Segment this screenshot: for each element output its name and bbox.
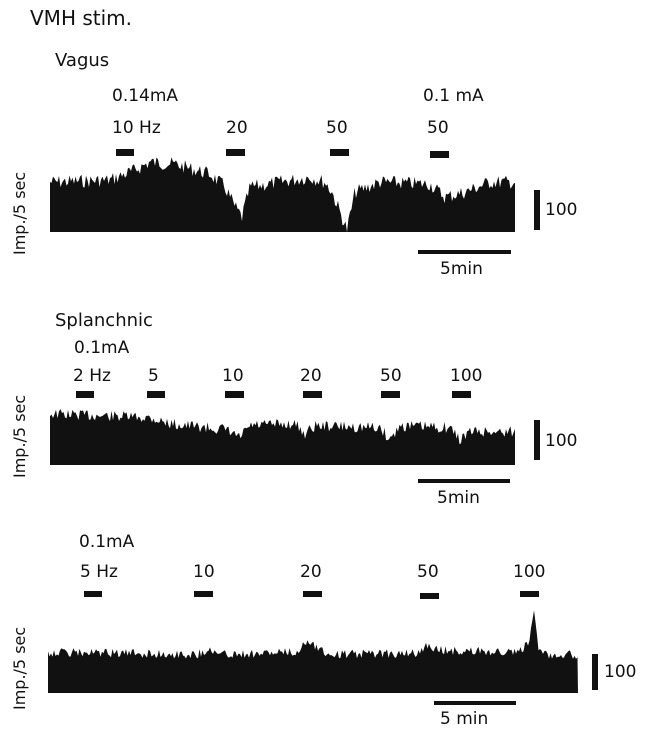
section-label-vagus: Vagus	[55, 50, 110, 71]
current-label: 0.1mA	[74, 338, 130, 358]
y-scale-label: 100	[604, 662, 637, 682]
current-label: 0.14mA	[112, 86, 179, 106]
stim-label: 10 Hz	[112, 118, 161, 138]
nerve-activity-trace	[50, 409, 515, 465]
current-label: 0.1mA	[79, 532, 135, 552]
y-scale-bar	[592, 654, 598, 690]
stim-bar	[303, 391, 322, 398]
stim-label: 10	[193, 562, 215, 582]
time-scale-label: 5min	[440, 259, 483, 279]
stim-label: 20	[226, 118, 248, 138]
stim-bar	[76, 391, 94, 398]
stim-bar	[194, 591, 213, 597]
stim-label: 2 Hz	[73, 366, 111, 386]
stim-label: 5	[148, 366, 159, 386]
stim-label: 20	[300, 366, 322, 386]
stim-label: 10	[222, 366, 244, 386]
y-axis-label: Imp./5 sec	[10, 626, 29, 710]
stim-bar	[430, 151, 449, 158]
stim-bar	[116, 149, 134, 156]
y-axis-label: Imp./5 sec	[10, 171, 29, 255]
time-scale-bar	[434, 701, 516, 705]
y-scale-label: 100	[545, 431, 578, 451]
stim-label: 50	[326, 118, 348, 138]
stim-bar	[225, 391, 244, 398]
section-label-splanchnic: Splanchnic	[55, 310, 153, 331]
y-scale-bar	[534, 190, 540, 230]
time-scale-bar	[418, 250, 511, 254]
stim-bar	[147, 391, 165, 398]
stim-bar	[303, 591, 322, 597]
stim-bar	[84, 591, 102, 597]
figure-title: VMH stim.	[30, 6, 132, 30]
time-scale-label: 5min	[437, 488, 480, 508]
stim-bar	[381, 391, 400, 398]
stim-label: 50	[417, 562, 439, 582]
nerve-activity-trace	[50, 157, 515, 232]
y-scale-bar	[534, 420, 540, 460]
third-trace	[48, 610, 578, 693]
nerve-activity-trace	[48, 610, 578, 693]
stim-bar	[420, 593, 439, 599]
stim-label: 50	[427, 118, 449, 138]
stim-label: 5 Hz	[80, 562, 118, 582]
stim-label: 50	[380, 366, 402, 386]
time-scale-bar	[418, 479, 510, 483]
current-label: 0.1 mA	[423, 86, 484, 106]
stim-bar	[520, 591, 539, 597]
stim-label: 100	[450, 366, 483, 386]
y-axis-label: Imp./5 sec	[10, 394, 29, 478]
stim-bar	[452, 391, 471, 398]
stim-bar	[330, 149, 349, 156]
stim-label: 20	[300, 562, 322, 582]
time-scale-label: 5 min	[440, 709, 489, 729]
stim-bar	[226, 149, 245, 156]
splanchnic-trace	[50, 409, 515, 465]
vagus-trace	[50, 157, 515, 232]
stim-label: 100	[513, 562, 546, 582]
y-scale-label: 100	[545, 200, 578, 220]
